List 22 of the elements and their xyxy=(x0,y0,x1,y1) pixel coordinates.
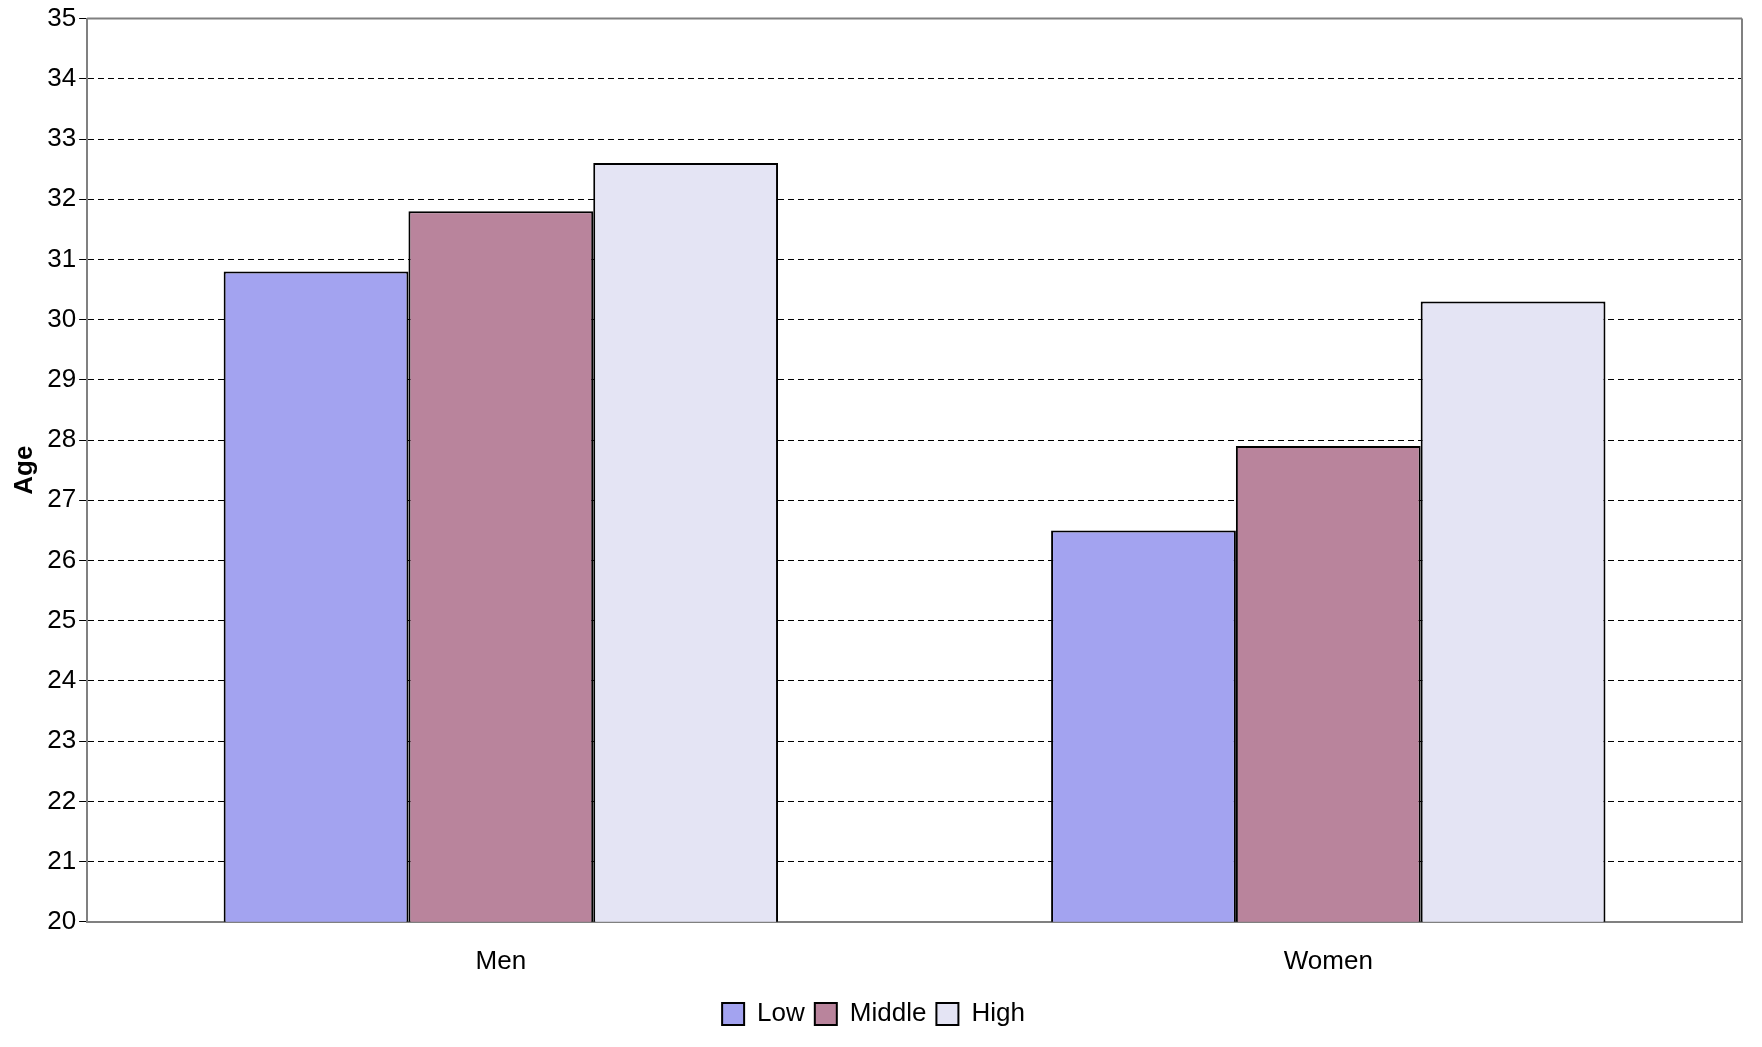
y-tick-label: 24 xyxy=(47,664,77,695)
y-tick-label: 32 xyxy=(47,182,77,213)
y-tick-label: 20 xyxy=(47,904,77,935)
y-tick-label: 22 xyxy=(47,784,77,815)
legend-label: High xyxy=(971,997,1025,1028)
y-tick-label: 28 xyxy=(47,423,77,454)
legend-label: Low xyxy=(757,997,806,1028)
x-tick-label: Women xyxy=(1283,944,1373,975)
y-tick-label: 31 xyxy=(47,242,77,273)
y-tick-label: 23 xyxy=(47,724,77,755)
x-tick-label: Men xyxy=(475,944,527,975)
y-tick-label: 29 xyxy=(47,363,77,394)
y-tick-label: 26 xyxy=(47,543,77,574)
y-tick-label: 30 xyxy=(47,302,77,333)
y-tick-label: 34 xyxy=(47,61,77,92)
y-axis-title: Age xyxy=(7,445,38,495)
y-tick-label: 21 xyxy=(47,844,77,875)
y-tick-label: 25 xyxy=(47,603,77,634)
legend-label: Middle xyxy=(849,997,927,1028)
y-tick-label: 35 xyxy=(47,1,77,32)
y-tick-label: 27 xyxy=(47,483,77,514)
y-tick-label: 33 xyxy=(47,122,77,153)
